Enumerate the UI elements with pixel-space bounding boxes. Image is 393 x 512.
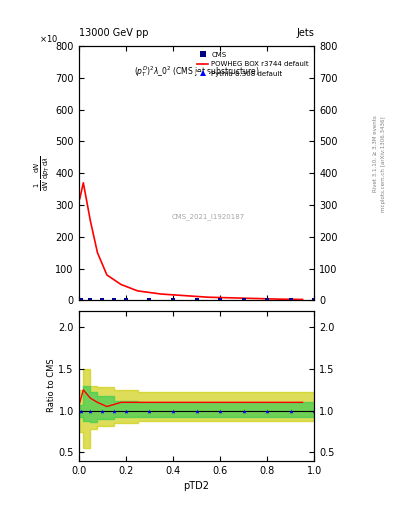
Y-axis label: Ratio to CMS: Ratio to CMS xyxy=(47,359,55,413)
Text: CMS_2021_I1920187: CMS_2021_I1920187 xyxy=(172,213,245,220)
Text: $\times10$: $\times10$ xyxy=(39,33,57,44)
Legend: CMS, POWHEG BOX r3744 default, Pythia 8.308 default: CMS, POWHEG BOX r3744 default, Pythia 8.… xyxy=(195,50,311,79)
Y-axis label: $\frac{1}{\mathrm{d}N}\,\frac{\mathrm{d}N}{\mathrm{d}p_T\,\mathrm{d}\lambda}$: $\frac{1}{\mathrm{d}N}\,\frac{\mathrm{d}… xyxy=(33,156,52,191)
Text: 13000 GeV pp: 13000 GeV pp xyxy=(79,28,148,38)
X-axis label: pTD2: pTD2 xyxy=(184,481,209,491)
Text: $(p_T^D)^2\lambda\_0^2$ (CMS jet substructure): $(p_T^D)^2\lambda\_0^2$ (CMS jet substru… xyxy=(134,64,259,79)
Text: mcplots.cern.ch [arXiv:1306.3436]: mcplots.cern.ch [arXiv:1306.3436] xyxy=(381,116,386,211)
Text: Jets: Jets xyxy=(297,28,314,38)
Text: Rivet 3.1.10, ≥ 3.3M events: Rivet 3.1.10, ≥ 3.3M events xyxy=(373,115,378,192)
